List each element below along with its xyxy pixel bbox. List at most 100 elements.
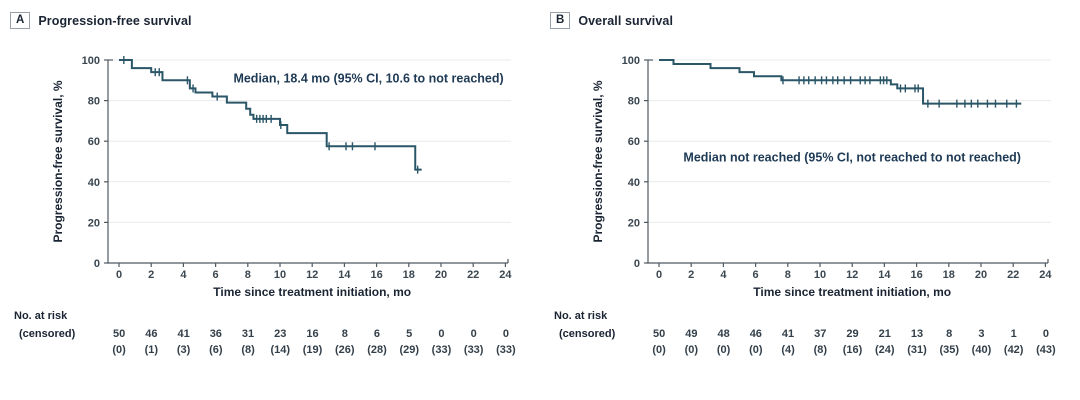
- censored-count: (40): [971, 344, 992, 356]
- svg-text:8: 8: [785, 269, 791, 281]
- censored-count: (24): [874, 344, 895, 356]
- svg-text:20: 20: [435, 269, 447, 281]
- svg-text:16: 16: [370, 269, 382, 281]
- panel-overall-survival: B Overall survival 0 20 40 60 80 100 0 2 4 6 8 10 12…: [540, 0, 1080, 400]
- at-risk-count: 16: [306, 328, 319, 340]
- at-risk-count: 46: [145, 328, 158, 340]
- censored-count: (42): [1003, 344, 1024, 356]
- svg-text:4: 4: [180, 269, 187, 281]
- svg-text:100: 100: [622, 55, 640, 67]
- panel-progression-free-survival: A Progression-free survival 0 20 40 60 80 100…: [10, 12, 522, 356]
- axes: [104, 59, 509, 267]
- censored-count: (1): [144, 344, 159, 356]
- censor-marks: [782, 76, 1018, 108]
- censor-marks: [123, 56, 419, 174]
- svg-text:6: 6: [213, 269, 219, 281]
- svg-text:22: 22: [467, 269, 479, 281]
- at-risk-count: 29: [846, 328, 859, 340]
- censored-count: (16): [842, 344, 863, 356]
- censored-count: (0): [749, 344, 763, 356]
- censored-count: (8): [241, 344, 255, 356]
- at-risk-count: 5: [406, 328, 413, 340]
- at-risk-count: 3: [978, 328, 985, 340]
- at-risk-count: 36: [209, 328, 222, 340]
- risk-table-label: No. at risk: [554, 310, 608, 322]
- svg-text:16: 16: [910, 269, 922, 281]
- svg-text:2: 2: [148, 269, 154, 281]
- svg-text:10: 10: [814, 269, 826, 281]
- svg-text:0: 0: [656, 269, 662, 281]
- svg-text:22: 22: [1007, 269, 1019, 281]
- censored-count: (29): [399, 344, 419, 356]
- y-axis-title: Progression-free survival, %: [591, 80, 605, 242]
- svg-text:6: 6: [753, 269, 759, 281]
- svg-text:18: 18: [943, 269, 955, 281]
- risk-table-label: No. at risk: [14, 310, 68, 322]
- svg-text:60: 60: [88, 136, 100, 148]
- svg-text:20: 20: [88, 217, 100, 229]
- at-risk-row: 50 49 48 46 41 37 29 21 13 8 3 1 0: [643, 328, 1062, 340]
- at-risk-count: 37: [814, 328, 827, 340]
- at-risk-count: 0: [470, 328, 477, 340]
- at-risk-count: 1: [1010, 328, 1017, 340]
- svg-text:60: 60: [628, 136, 640, 148]
- panel-letter-badge: A: [10, 12, 31, 29]
- censored-count: (33): [431, 344, 452, 356]
- panel-title: Overall survival: [578, 13, 674, 28]
- svg-text:14: 14: [878, 269, 891, 281]
- at-risk-count: 0: [438, 328, 445, 340]
- at-risk-count: 46: [749, 328, 762, 340]
- median-annotation: Median not reached (95% CI, not reached …: [683, 151, 1021, 165]
- risk-table-censored-label: (censored): [559, 328, 616, 340]
- panel-header: A Progression-free survival: [10, 12, 192, 29]
- panel-letter-badge: B: [550, 12, 571, 29]
- at-risk-count: 21: [878, 328, 891, 340]
- svg-text:80: 80: [88, 96, 100, 108]
- svg-text:12: 12: [846, 269, 858, 281]
- censored-count: (28): [367, 344, 387, 356]
- x-axis-title: Time since treatment initiation, mo: [213, 285, 411, 299]
- svg-text:8: 8: [245, 269, 251, 281]
- at-risk-row: 50 46 41 36 31 23 16 8 6 5 0 0 0: [103, 328, 522, 340]
- censored-count: (26): [334, 344, 355, 356]
- gridlines: [648, 59, 1051, 223]
- svg-text:0: 0: [634, 258, 640, 270]
- x-axis-title: Time since treatment initiation, mo: [753, 285, 951, 299]
- svg-text:24: 24: [499, 269, 512, 281]
- svg-text:0: 0: [116, 269, 122, 281]
- at-risk-count: 31: [241, 328, 255, 340]
- at-risk-count: 50: [652, 328, 666, 340]
- svg-text:40: 40: [88, 177, 100, 189]
- svg-text:2: 2: [688, 269, 694, 281]
- svg-text:40: 40: [628, 177, 640, 189]
- censored-count: (3): [176, 344, 191, 356]
- censored-count: (0): [684, 344, 699, 356]
- censored-count: (14): [270, 344, 291, 356]
- censored-count: (33): [463, 344, 484, 356]
- svg-text:12: 12: [306, 269, 318, 281]
- svg-text:100: 100: [82, 55, 100, 67]
- svg-text:18: 18: [403, 269, 415, 281]
- at-risk-count: 8: [946, 328, 953, 340]
- median-annotation: Median, 18.4 mo (95% CI, 10.6 to not rea…: [233, 71, 503, 85]
- censored-row: (0) (1) (3) (6) (8) (14) (19) (26) (28) (29) (33) (…: [103, 344, 522, 356]
- censored-count: (0): [716, 344, 731, 356]
- censored-count: (0): [112, 344, 126, 356]
- at-risk-count: 23: [274, 328, 287, 340]
- axes: [644, 59, 1049, 267]
- censored-row: (0) (0) (0) (0) (4) (8) (16) (24) (31) (35) (40) (4…: [643, 344, 1062, 356]
- at-risk-count: 0: [1042, 328, 1049, 340]
- censored-count: (4): [781, 344, 795, 356]
- censored-count: (31): [907, 344, 927, 356]
- svg-text:0: 0: [94, 258, 100, 270]
- at-risk-count: 50: [112, 328, 126, 340]
- at-risk-count: 0: [502, 328, 509, 340]
- svg-text:20: 20: [975, 269, 987, 281]
- km-curve: [659, 59, 1022, 105]
- svg-text:20: 20: [628, 217, 640, 229]
